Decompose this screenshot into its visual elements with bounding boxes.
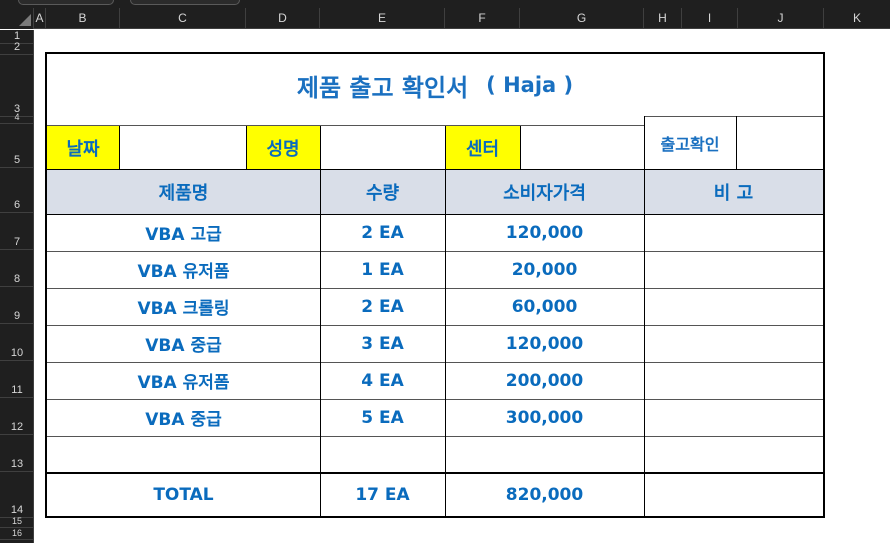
item-quantity[interactable]: 5 EA (361, 407, 404, 428)
grid-line (47, 399, 823, 400)
grid-line (644, 116, 645, 516)
item-price[interactable]: 60,000 (511, 296, 578, 317)
header-note: 비 고 (644, 169, 823, 214)
item-product[interactable]: VBA 유저폼 (137, 373, 230, 393)
item-price[interactable]: 300,000 (505, 407, 584, 428)
grid-line (47, 288, 823, 289)
center-field[interactable] (520, 126, 644, 169)
column-header-b[interactable]: B (46, 8, 120, 29)
column-header-c[interactable]: C (120, 8, 246, 29)
row-header-1[interactable]: 1 (0, 30, 34, 44)
grid-line (520, 126, 521, 169)
row-header-4[interactable]: 4 (0, 112, 34, 124)
toolbar-tab[interactable] (130, 0, 240, 5)
item-product[interactable]: VBA 고급 (145, 225, 222, 245)
date-label: 날짜 (47, 126, 119, 169)
item-quantity[interactable]: 4 EA (361, 370, 404, 391)
grid-line (119, 126, 120, 169)
row-header-15[interactable]: 15 (0, 516, 34, 528)
header-product: 제품명 (47, 169, 320, 214)
form-title-text: 제품 출고 확인서 (296, 73, 469, 102)
item-price[interactable]: 20,000 (511, 259, 578, 280)
row-header-9[interactable]: 9 (0, 287, 34, 324)
row-header-3[interactable]: 3 (0, 55, 34, 117)
item-product[interactable]: VBA 중급 (145, 410, 222, 430)
grid-line (246, 126, 247, 169)
shipment-confirmation-form: 제품 출고 확인서 ( Haja ) 날짜 성명 센터 출고확인 제품명 수량 … (45, 52, 825, 518)
form-title: 제품 출고 확인서 ( Haja ) (47, 54, 823, 116)
name-field[interactable] (320, 126, 445, 169)
sheet-tab-strip (0, 0, 890, 8)
total-price: 820,000 (505, 484, 584, 505)
toolbar-tab[interactable] (18, 0, 114, 5)
grid-line (47, 169, 823, 170)
item-price[interactable]: 120,000 (505, 222, 584, 243)
grid-line (445, 126, 446, 516)
row-header-13[interactable]: 13 (0, 435, 34, 472)
row-header-8[interactable]: 8 (0, 250, 34, 287)
row-header-bar: 1 2 3 4 5 6 7 8 9 10 11 12 13 14 15 16 (0, 30, 34, 543)
grid-line (644, 116, 823, 117)
row-header-16[interactable]: 16 (0, 528, 34, 540)
item-quantity[interactable]: 3 EA (361, 333, 404, 354)
header-price: 소비자가격 (445, 169, 644, 214)
form-title-suffix: ( Haja ) (486, 73, 574, 97)
header-quantity: 수량 (320, 169, 445, 214)
row-header-2[interactable]: 2 (0, 41, 34, 55)
item-product[interactable]: VBA 중급 (145, 336, 222, 356)
grid-line (320, 126, 321, 516)
grid-line (47, 125, 644, 126)
center-label: 센터 (445, 126, 520, 169)
item-quantity[interactable]: 2 EA (361, 296, 404, 317)
grid-line (47, 214, 823, 215)
item-product[interactable]: VBA 유저폼 (137, 262, 230, 282)
item-price[interactable]: 200,000 (505, 370, 584, 391)
grid-line (47, 325, 823, 326)
column-header-f[interactable]: F (445, 8, 520, 29)
column-header-i[interactable]: I (682, 8, 738, 29)
date-field[interactable] (119, 126, 246, 169)
grid-line (47, 251, 823, 252)
row-header-10[interactable]: 10 (0, 324, 34, 361)
item-quantity[interactable]: 2 EA (361, 222, 404, 243)
column-header-bar (0, 8, 890, 29)
column-header-h[interactable]: H (644, 8, 682, 29)
row-header-14[interactable]: 14 (0, 472, 34, 518)
item-product[interactable]: VBA 크롤링 (137, 299, 230, 319)
column-header-d[interactable]: D (246, 8, 320, 29)
row-header-12[interactable]: 12 (0, 398, 34, 435)
row-header-6[interactable]: 6 (0, 168, 34, 213)
total-label: TOTAL (153, 484, 214, 505)
shipment-confirm-label: 출고확인 (660, 134, 720, 154)
shipment-confirm-field[interactable] (736, 116, 823, 169)
row-header-11[interactable]: 11 (0, 361, 34, 398)
grid-line (47, 472, 823, 474)
column-header-k[interactable]: K (852, 11, 861, 25)
column-header-e[interactable]: E (320, 8, 445, 29)
grid-line (47, 436, 823, 437)
row-header-5[interactable]: 5 (0, 124, 34, 168)
grid-line (47, 362, 823, 363)
item-price[interactable]: 120,000 (505, 333, 584, 354)
total-quantity: 17 EA (355, 484, 410, 505)
column-header-g[interactable]: G (520, 8, 644, 29)
row-header-7[interactable]: 7 (0, 213, 34, 250)
grid-line (736, 116, 737, 169)
item-quantity[interactable]: 1 EA (361, 259, 404, 280)
column-header-a[interactable]: A (34, 8, 46, 29)
select-all-triangle-icon (19, 14, 31, 26)
name-label: 성명 (246, 126, 320, 169)
column-header-j[interactable]: J (738, 8, 824, 29)
